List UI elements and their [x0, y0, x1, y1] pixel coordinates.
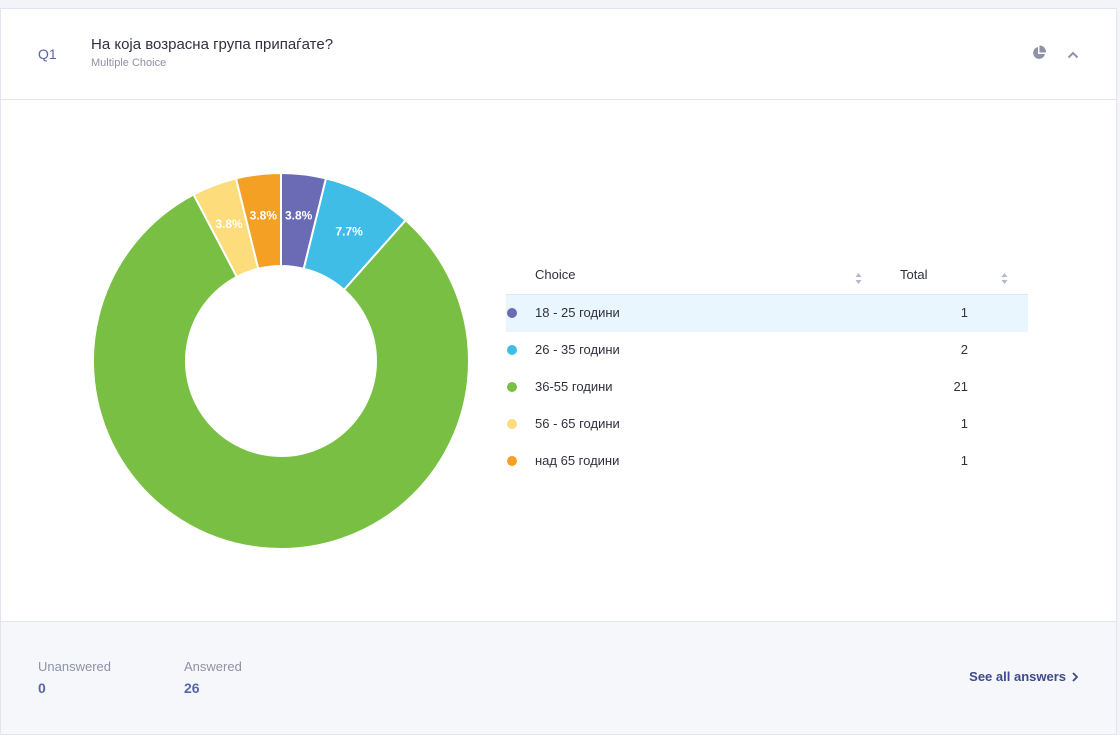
choice-label: 26 - 35 години [535, 342, 620, 357]
see-all-answers-label: See all answers [969, 669, 1066, 684]
choice-total: 2 [960, 342, 968, 357]
choice-label: 36-55 години [535, 379, 613, 394]
see-all-answers-link[interactable]: See all answers [969, 669, 1078, 684]
choice-total: 1 [960, 305, 968, 320]
question-header: Q1 На која возрасна група припаѓате? Mul… [1, 9, 1116, 100]
donut-slice[interactable] [234, 171, 282, 270]
legend-dot [507, 308, 517, 318]
answered-label: Answered [184, 659, 242, 674]
slice-percent-label: 80.8% [240, 549, 274, 551]
answered-count: 26 [184, 680, 200, 696]
question-card: Q1 На која возрасна група припаѓате? Mul… [0, 8, 1117, 735]
choice-label: 56 - 65 години [535, 416, 620, 431]
table-row[interactable]: 36-55 години 21 [506, 369, 1028, 406]
summary-footer: Unanswered 0 Answered 26 See all answers [1, 621, 1116, 734]
choice-table: Choice Total 18 - 25 години 1 26 - 35 го… [506, 257, 1028, 480]
chevron-up-icon[interactable] [1063, 45, 1083, 65]
choice-total: 21 [953, 379, 968, 394]
slice-percent-label: 3.8% [215, 217, 243, 231]
choice-label: 18 - 25 години [535, 305, 620, 320]
legend-dot [507, 419, 517, 429]
slice-percent-label: 3.8% [285, 209, 313, 223]
column-header-total[interactable]: Total [900, 267, 928, 282]
legend-dot [507, 456, 517, 466]
donut-slice[interactable] [92, 193, 470, 550]
legend-dot [507, 382, 517, 392]
pie-chart-icon[interactable] [1029, 43, 1049, 63]
table-header: Choice Total [506, 257, 1028, 295]
table-row[interactable]: 26 - 35 години 2 [506, 332, 1028, 369]
column-header-choice[interactable]: Choice [535, 267, 576, 282]
table-row[interactable]: 56 - 65 години 1 [506, 406, 1028, 443]
choice-total: 1 [960, 453, 968, 468]
unanswered-label: Unanswered [38, 659, 111, 674]
question-number: Q1 [38, 46, 57, 62]
slice-percent-label: 7.7% [335, 224, 363, 238]
sort-icon[interactable] [1001, 271, 1008, 289]
table-row[interactable]: над 65 години 1 [506, 443, 1028, 480]
donut-chart: 3.8% 7.7% 80.8% 3.8% 3.8% [91, 171, 471, 563]
slice-percent-label: 3.8% [250, 209, 278, 223]
choice-total: 1 [960, 416, 968, 431]
table-row[interactable]: 18 - 25 години 1 [506, 295, 1028, 332]
sort-icon[interactable] [855, 271, 862, 289]
question-title: На која возрасна група припаѓате? [91, 36, 334, 53]
unanswered-count: 0 [38, 680, 46, 696]
donut-chart-svg: 3.8% 7.7% 80.8% 3.8% 3.8% [92, 171, 470, 563]
choice-label: над 65 години [535, 453, 620, 468]
legend-dot [507, 345, 517, 355]
chevron-right-icon [1072, 671, 1078, 682]
question-type: Multiple Choice [91, 57, 167, 69]
